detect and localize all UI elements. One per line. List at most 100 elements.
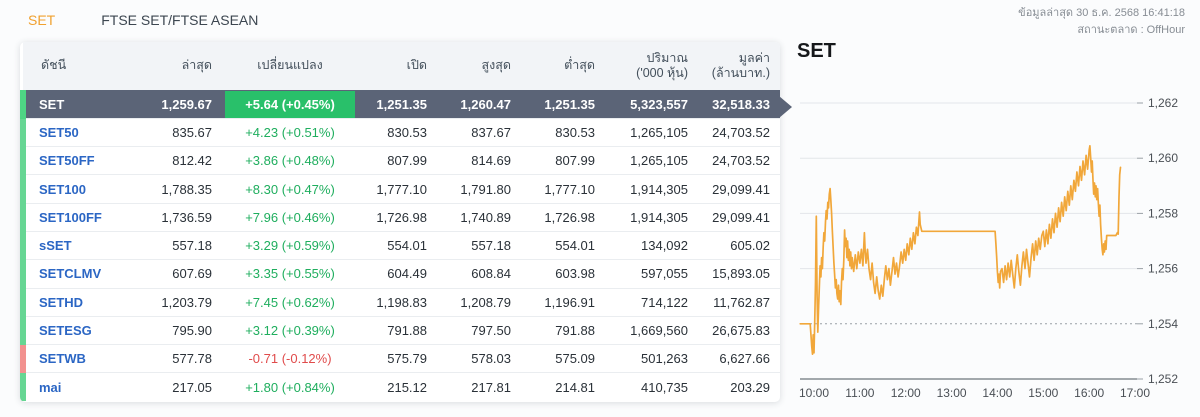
cell-low: 1,251.35 (524, 89, 608, 119)
cell-last: 835.67 (145, 117, 225, 147)
x-axis-label: 15:00 (1028, 386, 1058, 400)
cell-open: 1,726.98 (355, 202, 440, 232)
cell-change: -0.71 (-0.12%) (225, 344, 355, 373)
cell-name[interactable]: SETWB (20, 344, 145, 373)
index-row-SET50FF[interactable]: SET50FF 812.42 +3.86 (+0.48%) 807.99 814.69 8… (20, 146, 780, 175)
index-row-SETCLMV[interactable]: SETCLMV 607.69 +3.35 (+0.55%) 604.49 608.84 6… (20, 259, 780, 289)
market-tabs: SET FTSE SET/FTSE ASEAN (28, 12, 258, 28)
cell-value: 29,099.41 (701, 202, 780, 232)
cell-volume: 597,055 (608, 259, 701, 289)
column-header-change: เปลี่ยนแปลง (225, 42, 355, 90)
cell-change: +3.35 (+0.55%) (225, 259, 355, 289)
cell-high: 217.81 (440, 372, 524, 402)
cell-name[interactable]: mai (20, 372, 145, 402)
cell-value: 24,703.52 (701, 117, 780, 147)
cell-low: 791.88 (524, 315, 608, 345)
cell-name[interactable]: SETHD (20, 287, 145, 317)
column-header-volume: ปริมาณ ('000 หุ้น) (608, 42, 701, 90)
cell-high: 1,260.47 (440, 89, 524, 119)
cell-volume: 1,669,560 (608, 315, 701, 345)
cell-change: +8.30 (+0.47%) (225, 174, 355, 204)
y-axis-label: 1,260 (1148, 151, 1178, 165)
cell-name[interactable]: SET50FF (20, 146, 145, 175)
cell-volume: 1,265,105 (608, 146, 701, 175)
cell-last: 1,203.79 (145, 287, 225, 317)
cell-name[interactable]: SETCLMV (20, 259, 145, 289)
cell-name[interactable]: SET50 (20, 117, 145, 147)
index-row-SET100FF[interactable]: SET100FF 1,736.59 +7.96 (+0.46%) 1,726.98 1,… (20, 202, 780, 232)
y-axis-label: 1,256 (1148, 262, 1178, 276)
index-row-SET50[interactable]: SET50 835.67 +4.23 (+0.51%) 830.53 837.67 830… (20, 117, 780, 147)
cell-name[interactable]: sSET (20, 230, 145, 260)
index-table: ดัชนี ล่าสุด เปลี่ยนแปลง เปิด สูงสุด ต่ำสุด ปร… (20, 42, 780, 402)
column-header-last: ล่าสุด (145, 42, 225, 90)
y-axis-label: 1,252 (1148, 372, 1178, 386)
cell-high: 837.67 (440, 117, 524, 147)
cell-high: 608.84 (440, 259, 524, 289)
cell-open: 575.79 (355, 344, 440, 373)
cell-high: 1,791.80 (440, 174, 524, 204)
x-axis-label: 11:00 (845, 386, 874, 400)
cell-change: +1.80 (+0.84%) (225, 372, 355, 402)
cell-low: 1,196.91 (524, 287, 608, 317)
y-axis-label: 1,258 (1148, 206, 1178, 220)
chart-title: SET (797, 40, 836, 62)
x-axis-label: 12:00 (891, 386, 921, 400)
cell-change: +3.29 (+0.59%) (225, 230, 355, 260)
x-axis-label: 16:00 (1074, 386, 1104, 400)
x-axis-label: 13:00 (937, 386, 967, 400)
cell-last: 1,788.35 (145, 174, 225, 204)
cell-name[interactable]: SET100FF (20, 202, 145, 232)
cell-last: 557.18 (145, 230, 225, 260)
cell-change: +7.96 (+0.46%) (225, 202, 355, 232)
column-header-high: สูงสุด (440, 42, 524, 90)
last-update-text: ข้อมูลล่าสุด 30 ธ.ค. 2568 16:41:18 (1018, 7, 1185, 19)
column-header-low: ต่ำสุด (524, 42, 608, 90)
cell-value: 11,762.87 (701, 287, 780, 317)
tab-ftse-set-ftse-asean[interactable]: FTSE SET/FTSE ASEAN (101, 12, 259, 28)
cell-high: 578.03 (440, 344, 524, 373)
x-axis-label: 10:00 (799, 386, 829, 400)
market-status-block: ข้อมูลล่าสุด 30 ธ.ค. 2568 16:41:18 สถานะ… (1018, 5, 1185, 38)
cell-value: 26,675.83 (701, 315, 780, 345)
column-header-open: เปิด (355, 42, 440, 90)
cell-open: 1,777.10 (355, 174, 440, 204)
index-row-sSET[interactable]: sSET 557.18 +3.29 (+0.59%) 554.01 557.18 554.… (20, 230, 780, 260)
cell-last: 812.42 (145, 146, 225, 175)
cell-high: 1,740.89 (440, 202, 524, 232)
cell-value: 32,518.33 (701, 89, 780, 119)
cell-value: 6,627.66 (701, 344, 780, 373)
index-row-mai[interactable]: mai 217.05 +1.80 (+0.84%) 215.12 217.81 214.8… (20, 372, 780, 402)
index-row-SETHD[interactable]: SETHD 1,203.79 +7.45 (+0.62%) 1,198.83 1,208… (20, 287, 780, 317)
y-axis-label: 1,262 (1148, 96, 1178, 110)
cell-low: 603.98 (524, 259, 608, 289)
market-state-text: สถานะตลาด : OffHour (1077, 23, 1185, 36)
cell-value: 203.29 (701, 372, 780, 402)
cell-value: 24,703.52 (701, 146, 780, 175)
cell-last: 1,736.59 (145, 202, 225, 232)
y-axis-label: 1,254 (1148, 317, 1178, 331)
cell-name[interactable]: SET100 (20, 174, 145, 204)
cell-open: 830.53 (355, 117, 440, 147)
cell-volume: 501,263 (608, 344, 701, 373)
cell-name[interactable]: SET (20, 89, 145, 119)
column-header-index: ดัชนี (23, 42, 145, 90)
column-header-value: มูลค่า (ล้านบาท.) (701, 42, 780, 90)
index-row-SETWB[interactable]: SETWB 577.78 -0.71 (-0.12%) 575.79 578.03 575… (20, 344, 780, 373)
cell-low: 830.53 (524, 117, 608, 147)
cell-name[interactable]: SETESG (20, 315, 145, 345)
index-row-SET[interactable]: SET 1,259.67 +5.64 (+0.45%) 1,251.35 1,260.4… (20, 89, 780, 119)
cell-volume: 5,323,557 (608, 89, 701, 119)
cell-change: +7.45 (+0.62%) (225, 287, 355, 317)
index-row-SET100[interactable]: SET100 1,788.35 +8.30 (+0.47%) 1,777.10 1,79… (20, 174, 780, 204)
cell-last: 607.69 (145, 259, 225, 289)
cell-low: 554.01 (524, 230, 608, 260)
x-axis-label: 14:00 (982, 386, 1012, 400)
tab-set[interactable]: SET (28, 12, 56, 28)
cell-change: +4.23 (+0.51%) (225, 117, 355, 147)
index-row-SETESG[interactable]: SETESG 795.90 +3.12 (+0.39%) 791.88 797.50 79… (20, 315, 780, 345)
selected-row-pointer-icon (779, 96, 792, 118)
cell-volume: 1,265,105 (608, 117, 701, 147)
set-intraday-chart: 1,262 1,260 1,258 1,256 1,254 1,252 10:00 11:00… (799, 96, 1178, 400)
